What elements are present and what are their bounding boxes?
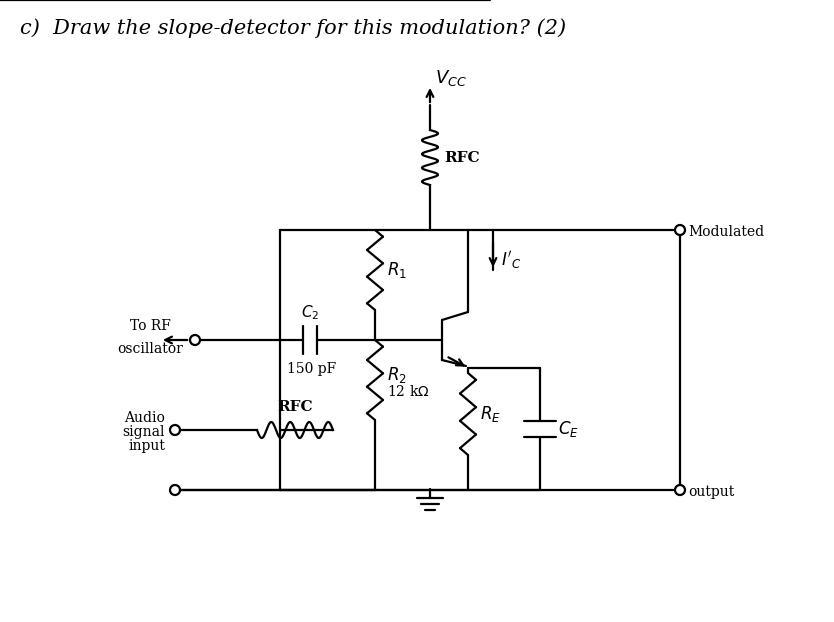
Text: RFC: RFC [277, 400, 313, 414]
Text: $I'_C$: $I'_C$ [501, 249, 521, 271]
Text: output: output [688, 485, 734, 499]
Text: c)  Draw the slope-detector for this modulation? (2): c) Draw the slope-detector for this modu… [20, 18, 566, 38]
Text: Modulated: Modulated [688, 225, 764, 239]
Text: $R_E$: $R_E$ [480, 404, 501, 424]
Text: oscillator: oscillator [117, 342, 183, 356]
Circle shape [675, 485, 685, 495]
Circle shape [170, 485, 180, 495]
Text: signal: signal [123, 425, 165, 439]
Text: $R_2$: $R_2$ [387, 365, 407, 385]
Text: Audio: Audio [124, 411, 165, 425]
Text: $C_E$: $C_E$ [558, 419, 579, 439]
Circle shape [170, 425, 180, 435]
Text: $V_{CC}$: $V_{CC}$ [435, 68, 467, 88]
Text: 150 pF: 150 pF [288, 362, 337, 376]
Text: RFC: RFC [444, 151, 480, 164]
Text: To RF: To RF [129, 319, 170, 333]
Text: $C_2$: $C_2$ [301, 304, 319, 322]
Circle shape [190, 335, 200, 345]
Text: input: input [128, 439, 165, 453]
Circle shape [675, 225, 685, 235]
Text: $R_1$: $R_1$ [387, 260, 407, 280]
Text: 12 k$\Omega$: 12 k$\Omega$ [387, 384, 430, 399]
